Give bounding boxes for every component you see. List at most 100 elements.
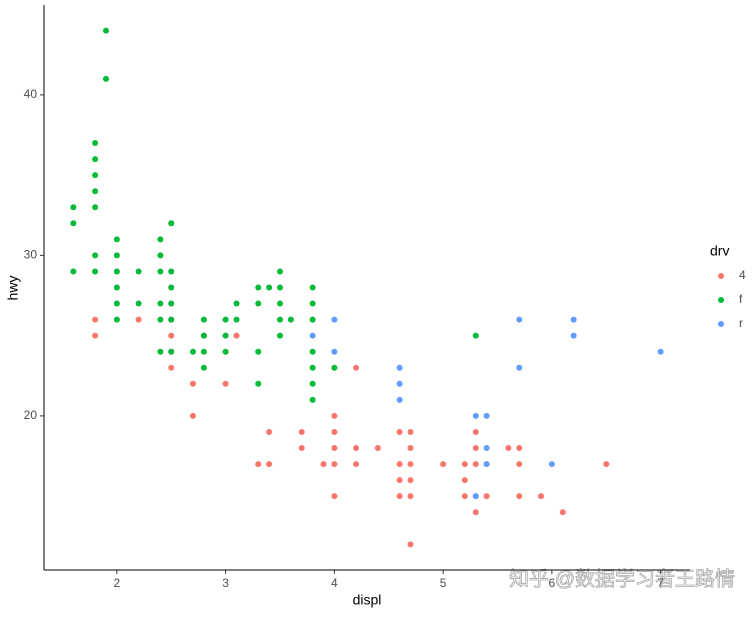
point bbox=[309, 396, 316, 403]
point bbox=[157, 236, 164, 243]
point bbox=[570, 316, 577, 323]
point bbox=[255, 348, 262, 355]
point bbox=[353, 445, 360, 452]
point bbox=[113, 252, 120, 259]
point bbox=[276, 284, 283, 291]
point bbox=[276, 300, 283, 307]
point bbox=[92, 188, 99, 195]
x-axis-label: displ bbox=[353, 592, 382, 608]
point bbox=[407, 477, 414, 484]
legend-title: drv bbox=[710, 243, 729, 259]
point bbox=[396, 493, 403, 500]
legend-marker bbox=[718, 273, 724, 279]
point bbox=[483, 412, 490, 419]
point bbox=[92, 252, 99, 259]
y-tick-label: 30 bbox=[24, 248, 38, 262]
point bbox=[113, 300, 120, 307]
watermark: 知乎 @数据学习者王路情 bbox=[509, 567, 735, 590]
point bbox=[309, 316, 316, 323]
point bbox=[309, 348, 316, 355]
x-tick-label: 5 bbox=[440, 576, 447, 590]
point bbox=[483, 493, 490, 500]
point bbox=[135, 316, 142, 323]
point bbox=[331, 428, 338, 435]
point bbox=[353, 461, 360, 468]
point bbox=[472, 428, 479, 435]
point bbox=[102, 75, 109, 82]
point bbox=[157, 316, 164, 323]
x-tick-label: 6 bbox=[549, 576, 556, 590]
point bbox=[516, 316, 523, 323]
point bbox=[396, 396, 403, 403]
point bbox=[483, 445, 490, 452]
point bbox=[309, 332, 316, 339]
point bbox=[135, 300, 142, 307]
point bbox=[309, 300, 316, 307]
point bbox=[472, 461, 479, 468]
point bbox=[396, 364, 403, 371]
point bbox=[276, 268, 283, 275]
point bbox=[331, 445, 338, 452]
point bbox=[168, 300, 175, 307]
point bbox=[396, 380, 403, 387]
point bbox=[559, 509, 566, 516]
point bbox=[168, 284, 175, 291]
point bbox=[102, 27, 109, 34]
point bbox=[548, 461, 555, 468]
point bbox=[113, 268, 120, 275]
point bbox=[331, 364, 338, 371]
point bbox=[233, 332, 240, 339]
point bbox=[287, 316, 294, 323]
point bbox=[233, 316, 240, 323]
point bbox=[255, 300, 262, 307]
point bbox=[309, 364, 316, 371]
point bbox=[255, 461, 262, 468]
point bbox=[309, 380, 316, 387]
point bbox=[189, 380, 196, 387]
point bbox=[516, 445, 523, 452]
point bbox=[298, 428, 305, 435]
point bbox=[320, 461, 327, 468]
legend-label: f bbox=[739, 292, 743, 306]
y-axis-label: hwy bbox=[5, 276, 21, 301]
point bbox=[266, 428, 273, 435]
x-tick-label: 7 bbox=[657, 576, 664, 590]
point bbox=[516, 461, 523, 468]
x-tick-label: 2 bbox=[114, 576, 121, 590]
point bbox=[472, 332, 479, 339]
point bbox=[505, 445, 512, 452]
point bbox=[374, 445, 381, 452]
point bbox=[92, 204, 99, 211]
point bbox=[168, 220, 175, 227]
point bbox=[309, 284, 316, 291]
point bbox=[472, 412, 479, 419]
point bbox=[276, 332, 283, 339]
point bbox=[407, 445, 414, 452]
point bbox=[157, 252, 164, 259]
point bbox=[657, 348, 664, 355]
legend-label: 4 bbox=[739, 268, 746, 282]
point bbox=[92, 332, 99, 339]
point bbox=[92, 172, 99, 179]
point bbox=[222, 380, 229, 387]
point bbox=[276, 316, 283, 323]
point bbox=[331, 493, 338, 500]
point bbox=[222, 348, 229, 355]
point bbox=[168, 268, 175, 275]
point bbox=[113, 236, 120, 243]
y-tick-label: 40 bbox=[24, 87, 38, 101]
point bbox=[396, 461, 403, 468]
point bbox=[222, 332, 229, 339]
point bbox=[70, 220, 77, 227]
point bbox=[331, 461, 338, 468]
point bbox=[70, 268, 77, 275]
point bbox=[255, 380, 262, 387]
point bbox=[92, 316, 99, 323]
point bbox=[331, 412, 338, 419]
point bbox=[461, 461, 468, 468]
y-tick-label: 20 bbox=[24, 408, 38, 422]
point bbox=[472, 493, 479, 500]
point bbox=[157, 300, 164, 307]
